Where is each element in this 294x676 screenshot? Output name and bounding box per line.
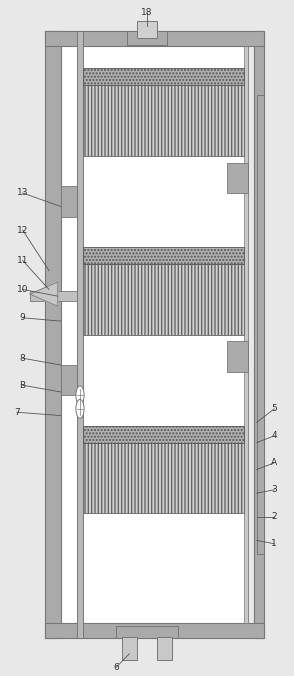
Text: 4: 4 xyxy=(271,431,277,440)
Bar xyxy=(45,31,264,46)
Bar xyxy=(83,264,243,335)
Text: 2: 2 xyxy=(271,512,277,521)
Bar xyxy=(83,426,243,443)
Bar xyxy=(83,85,243,156)
Bar xyxy=(30,291,77,301)
Bar xyxy=(137,21,157,38)
Bar xyxy=(228,163,248,193)
Polygon shape xyxy=(30,282,58,306)
Bar xyxy=(157,637,172,660)
Bar xyxy=(122,637,137,660)
Bar xyxy=(228,341,248,372)
Bar xyxy=(83,68,243,85)
Text: 10: 10 xyxy=(17,285,29,294)
Text: 7: 7 xyxy=(14,408,20,416)
Text: B: B xyxy=(20,381,26,390)
Bar xyxy=(61,46,248,623)
Text: 12: 12 xyxy=(17,226,28,235)
Text: 8: 8 xyxy=(20,354,26,363)
Bar xyxy=(45,623,264,638)
Text: 6: 6 xyxy=(113,662,119,672)
Bar xyxy=(61,186,81,216)
Bar xyxy=(61,365,81,395)
Bar xyxy=(45,31,61,638)
Bar xyxy=(83,443,243,513)
Text: A: A xyxy=(271,458,277,467)
Bar xyxy=(243,46,248,623)
Bar xyxy=(126,31,168,45)
Text: 11: 11 xyxy=(17,256,29,265)
Bar xyxy=(83,247,243,264)
Circle shape xyxy=(76,386,84,405)
Bar xyxy=(254,31,264,638)
Text: 18: 18 xyxy=(141,8,153,18)
Bar xyxy=(77,31,83,638)
Circle shape xyxy=(76,400,84,418)
Text: 1: 1 xyxy=(271,539,277,548)
Text: 5: 5 xyxy=(271,404,277,413)
Text: 9: 9 xyxy=(20,313,26,322)
Bar xyxy=(257,95,264,554)
Text: 3: 3 xyxy=(271,485,277,494)
Text: 13: 13 xyxy=(17,189,29,197)
Bar xyxy=(116,626,178,638)
